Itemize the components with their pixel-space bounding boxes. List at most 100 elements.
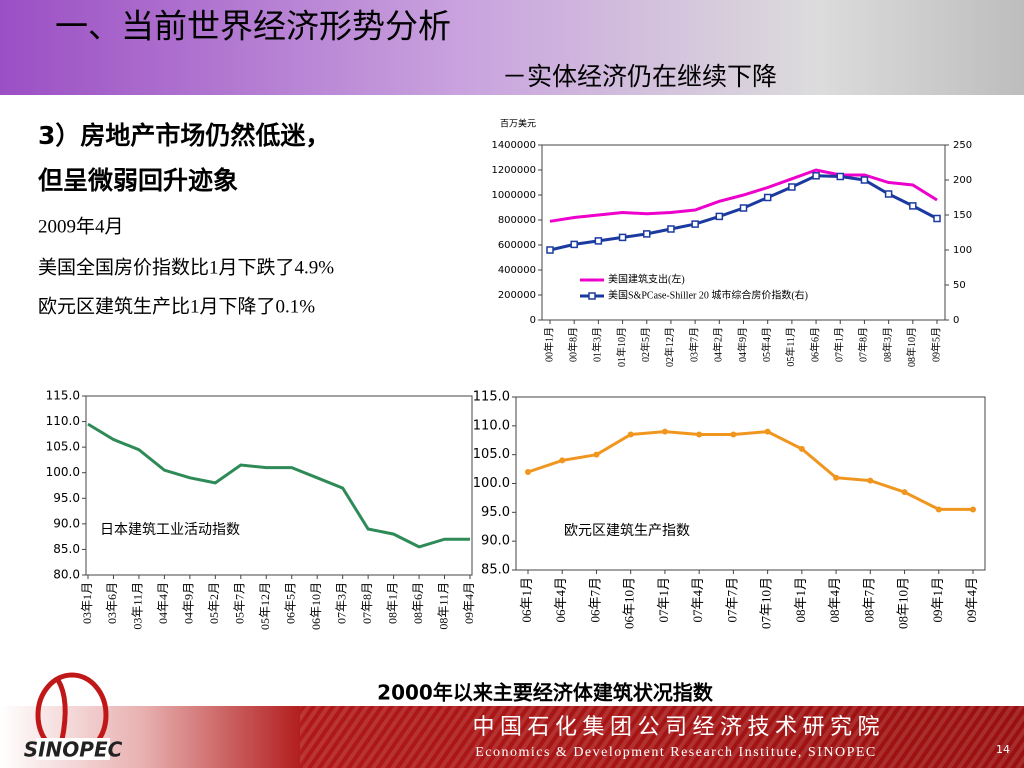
x-tick-label: 08年11月 bbox=[436, 582, 450, 630]
x-tick-label: 09年1月 bbox=[930, 577, 945, 623]
y2-tick-label: 100 bbox=[953, 245, 972, 256]
y-tick-label: 110.0 bbox=[473, 418, 510, 433]
footer-cn: 中 国 石 化 集 团 公 司 经 济 技 术 研 究 院 bbox=[472, 714, 879, 739]
y-tick-label: 90.0 bbox=[53, 516, 80, 530]
x-tick-label: 06年10月 bbox=[622, 577, 637, 629]
x-tick-label: 06年4月 bbox=[553, 577, 568, 623]
point-marker bbox=[739, 204, 748, 212]
point-marker bbox=[901, 489, 908, 496]
x-tick-label: 06年6月 bbox=[808, 327, 821, 362]
x-tick-label: 07年1月 bbox=[833, 327, 846, 362]
body-line: 2009年4月 bbox=[38, 215, 124, 237]
page-number: 14 bbox=[996, 743, 1010, 756]
y-tick-label: 105.0 bbox=[473, 447, 510, 462]
y-tick-label: 95.0 bbox=[53, 491, 80, 505]
x-tick-label: 07年7月 bbox=[724, 577, 739, 623]
point-marker bbox=[884, 190, 893, 198]
chart-title: 欧元区建筑生产指数 bbox=[564, 523, 690, 539]
x-tick-label: 07年3月 bbox=[334, 582, 348, 624]
point-marker bbox=[788, 183, 796, 191]
body-line: 欧元区建筑生产比1月下降了0.1% bbox=[38, 295, 315, 317]
x-tick-label: 03年1月 bbox=[80, 582, 94, 624]
x-tick-label: 09年4月 bbox=[964, 577, 979, 623]
y2-tick-label: 200 bbox=[953, 175, 972, 186]
x-tick-label: 05年2月 bbox=[207, 582, 221, 624]
y-tick-label: 80.0 bbox=[53, 568, 80, 582]
point-marker bbox=[935, 506, 942, 513]
header-band bbox=[0, 0, 1024, 95]
point-marker bbox=[691, 220, 699, 228]
y-tick-label: 90.0 bbox=[481, 534, 510, 549]
point-marker bbox=[763, 193, 772, 202]
series-line bbox=[527, 430, 973, 511]
svg-text:SINOPEC: SINOPEC bbox=[24, 738, 123, 762]
x-tick-label: 04年2月 bbox=[712, 327, 725, 362]
y2-tick-label: 50 bbox=[953, 280, 966, 291]
y-tick-label: 1200000 bbox=[491, 165, 536, 176]
point-marker bbox=[730, 431, 737, 438]
y-tick-label: 95.0 bbox=[481, 505, 510, 520]
legend-label: 美国建筑支出(左) bbox=[608, 272, 685, 285]
y2-tick-label: 150 bbox=[953, 210, 972, 221]
x-tick-label: 07年4月 bbox=[690, 577, 705, 623]
x-tick-label: 02年12月 bbox=[663, 327, 676, 367]
point-marker bbox=[525, 468, 531, 475]
y-tick-label: 110.0 bbox=[46, 414, 80, 428]
x-tick-label: 08年3月 bbox=[881, 327, 894, 362]
point-marker bbox=[593, 451, 600, 458]
x-tick-label: 08年10月 bbox=[905, 327, 918, 367]
point-marker bbox=[627, 431, 634, 438]
y-tick-label: 115.0 bbox=[46, 389, 80, 403]
y-tick-label: 105.0 bbox=[46, 440, 80, 454]
x-tick-label: 04年4月 bbox=[156, 582, 170, 624]
x-tick-label: 01年3月 bbox=[591, 327, 604, 362]
x-tick-label: 06年10月 bbox=[309, 582, 323, 630]
x-tick-label: 07年8月 bbox=[857, 327, 870, 362]
point-marker bbox=[867, 477, 874, 484]
x-tick-label: 04年9月 bbox=[182, 582, 196, 624]
y-tick-label: 100.0 bbox=[46, 465, 80, 479]
point-marker bbox=[559, 457, 566, 464]
x-tick-label: 06年1月 bbox=[519, 577, 534, 623]
x-tick-label: 03年11月 bbox=[131, 582, 145, 630]
x-tick-label: 05年4月 bbox=[760, 327, 773, 362]
point-marker bbox=[570, 240, 578, 249]
x-tick-label: 01年10月 bbox=[615, 327, 628, 367]
header-subtitle: －实体经济仍在继续下降 bbox=[502, 62, 777, 91]
x-tick-label: 09年4月 bbox=[462, 582, 476, 624]
plot-frame bbox=[515, 396, 986, 571]
point-marker bbox=[546, 246, 554, 254]
body-line: 美国全国房价指数比1月下跌了4.9% bbox=[38, 256, 334, 278]
x-tick-label: 07年10月 bbox=[759, 577, 774, 629]
point-marker bbox=[764, 428, 771, 435]
heading-line: 3）房地产市场仍然低迷， bbox=[38, 121, 330, 150]
chart-title: 日本建筑工业活动指数 bbox=[100, 522, 240, 538]
x-tick-label: 08年10月 bbox=[896, 577, 911, 629]
x-tick-label: 08年7月 bbox=[861, 577, 876, 623]
plot-frame bbox=[541, 144, 946, 321]
point-marker bbox=[836, 172, 844, 181]
x-tick-label: 08年4月 bbox=[827, 577, 842, 623]
x-tick-label: 05年7月 bbox=[233, 582, 247, 624]
point-marker bbox=[667, 225, 675, 233]
y2-tick-label: 250 bbox=[953, 140, 972, 151]
y-tick-label: 1000000 bbox=[491, 190, 536, 201]
x-tick-label: 08年1月 bbox=[793, 577, 808, 623]
point-marker bbox=[696, 431, 703, 438]
point-marker bbox=[594, 237, 603, 245]
x-tick-label: 08年1月 bbox=[385, 582, 399, 624]
y-axis-label: 百万美元 bbox=[500, 118, 536, 130]
point-marker bbox=[970, 506, 976, 513]
y-tick-label: 100.0 bbox=[473, 476, 510, 491]
series-line bbox=[87, 422, 470, 549]
point-marker bbox=[909, 202, 917, 210]
header-title: 一、当前世界经济形势分析 bbox=[55, 7, 451, 46]
point-marker bbox=[833, 474, 840, 481]
footer-en: Economics & Development Research Institu… bbox=[475, 745, 877, 760]
annotation-box bbox=[95, 517, 255, 543]
x-tick-label: 06年7月 bbox=[587, 577, 602, 623]
y-tick-label: 115.0 bbox=[473, 390, 510, 405]
x-tick-label: 09年5月 bbox=[929, 327, 942, 362]
plot-frame bbox=[85, 395, 473, 576]
